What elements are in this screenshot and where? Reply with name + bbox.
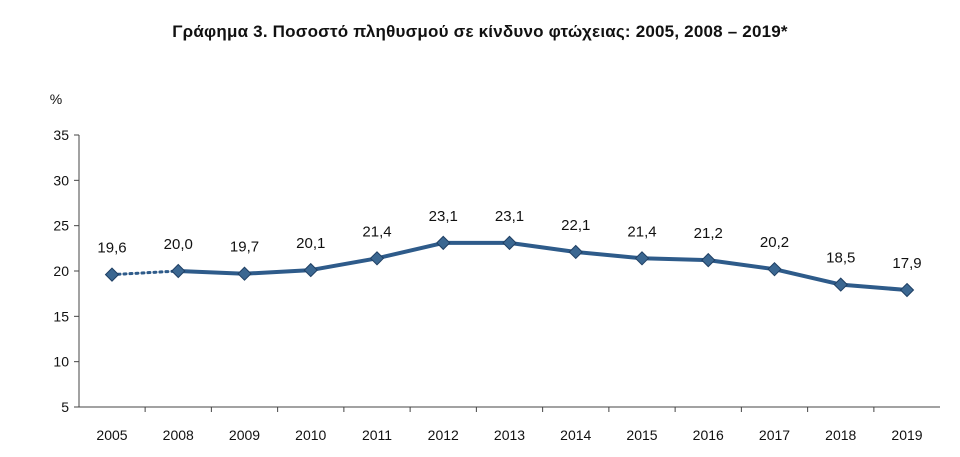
series-segment-dotted: [110, 269, 180, 277]
y-tick-label: 30: [53, 172, 69, 188]
data-point-marker: [171, 263, 186, 279]
series-segment: [176, 269, 247, 276]
data-point-marker: [104, 267, 120, 282]
data-point-marker: [502, 235, 517, 251]
data-label: 20,2: [760, 234, 789, 251]
y-tick-label: 20: [53, 263, 69, 279]
y-tick-label: 10: [53, 354, 69, 370]
data-label: 23,1: [495, 208, 524, 225]
data-label: 19,6: [97, 240, 126, 257]
series-segment: [772, 267, 843, 287]
x-tick-label: 2013: [494, 427, 525, 443]
data-label: 17,9: [892, 255, 921, 272]
data-label: 21,4: [627, 223, 656, 240]
data-label: 19,7: [230, 239, 259, 256]
series-segment: [706, 258, 777, 272]
series-segment: [640, 256, 711, 263]
x-tick-label: 2009: [229, 427, 260, 443]
data-label: 18,5: [826, 250, 855, 267]
series-segment: [375, 240, 446, 261]
series-segment: [507, 240, 578, 254]
data-point-marker: [237, 266, 252, 281]
data-label: 21,2: [694, 225, 723, 242]
x-tick-label: 2011: [362, 427, 392, 443]
data-point-marker: [899, 282, 915, 298]
data-point-marker: [303, 262, 318, 278]
x-tick-label: 2018: [825, 427, 856, 443]
data-point-marker: [634, 251, 650, 266]
y-tick-label: 35: [53, 127, 69, 143]
x-tick-label: 2008: [163, 427, 194, 443]
x-tick-label: 2014: [560, 427, 591, 443]
chart-title: Γράφημα 3. Ποσοστό πληθυσμού σε κίνδυνο …: [172, 22, 788, 41]
data-label: 20,0: [164, 236, 193, 253]
data-point-marker: [833, 277, 848, 292]
x-tick-label: 2019: [891, 427, 922, 443]
x-tick-label: 2016: [693, 427, 724, 443]
data-point-marker: [767, 261, 782, 277]
x-tick-label: 2015: [626, 427, 657, 443]
series-segment: [242, 268, 313, 276]
x-tick-label: 2005: [96, 427, 127, 443]
y-tick-label: 25: [53, 218, 69, 234]
data-label: 20,1: [296, 235, 325, 252]
x-tick-label: 2010: [295, 427, 326, 443]
series-segment: [573, 249, 644, 261]
y-axis-unit-label: %: [50, 91, 62, 107]
x-tick-label: 2017: [759, 427, 790, 443]
data-label: 21,4: [362, 223, 391, 240]
y-tick-label: 5: [61, 399, 69, 415]
data-point-marker: [436, 235, 451, 251]
series-segment: [838, 282, 909, 293]
y-tick-label: 15: [53, 308, 69, 324]
data-point-marker: [568, 244, 583, 260]
x-tick-label: 2012: [428, 427, 459, 443]
data-point-marker: [701, 252, 716, 268]
data-point-marker: [369, 251, 385, 266]
data-label: 22,1: [561, 217, 590, 234]
data-label: 23,1: [429, 208, 458, 225]
series-segment: [308, 256, 379, 273]
